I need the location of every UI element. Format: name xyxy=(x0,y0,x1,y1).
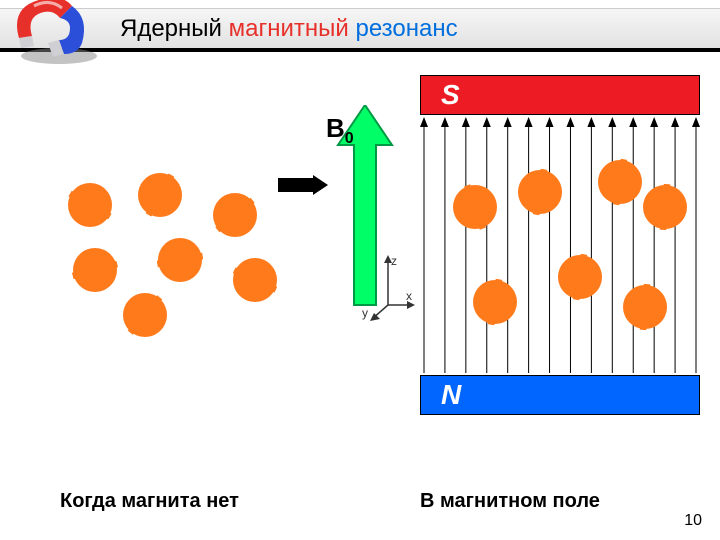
magnet-icon xyxy=(4,0,104,68)
svg-text:B0: B0 xyxy=(326,113,354,147)
svg-text:y: y xyxy=(362,306,368,320)
title-w1: Ядерный xyxy=(120,15,222,42)
field-panel: S N B0zzxy xyxy=(320,75,700,415)
svg-text:z: z xyxy=(391,254,397,268)
title-w2: магнитный xyxy=(229,15,349,42)
page-number: 10 xyxy=(684,512,702,530)
title-w3: резонанс xyxy=(355,15,457,42)
south-pole-label: S xyxy=(441,79,460,110)
south-pole: S xyxy=(420,75,700,115)
transition-arrow xyxy=(278,175,328,195)
slide: Ядерный магнитный резонанс S N B0zzxy Ко… xyxy=(0,0,720,540)
north-pole: N xyxy=(420,375,700,415)
b0-vector: B0zzxy xyxy=(320,105,415,325)
aligned-spins xyxy=(420,117,700,373)
title-text: Ядерный магнитный резонанс xyxy=(120,15,458,43)
random-spins-panel xyxy=(30,160,300,340)
caption-no-magnet: Когда магнита нет xyxy=(60,490,239,513)
content: S N B0zzxy Когда магнита нет В магнитном… xyxy=(0,60,720,540)
north-pole-label: N xyxy=(441,379,461,410)
caption-in-field: В магнитном поле xyxy=(420,490,600,513)
svg-text:x: x xyxy=(406,289,412,303)
title-bar: Ядерный магнитный резонанс xyxy=(0,8,720,52)
